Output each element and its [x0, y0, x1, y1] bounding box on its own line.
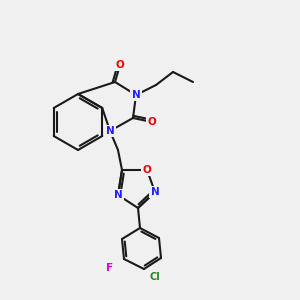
Text: O: O	[148, 117, 156, 127]
Text: N: N	[106, 126, 114, 136]
Text: Cl: Cl	[150, 272, 160, 282]
Text: O: O	[116, 60, 124, 70]
Text: N: N	[132, 90, 140, 100]
Text: N: N	[151, 187, 159, 197]
Text: O: O	[142, 165, 152, 175]
Text: N: N	[114, 190, 122, 200]
Text: F: F	[106, 263, 114, 273]
